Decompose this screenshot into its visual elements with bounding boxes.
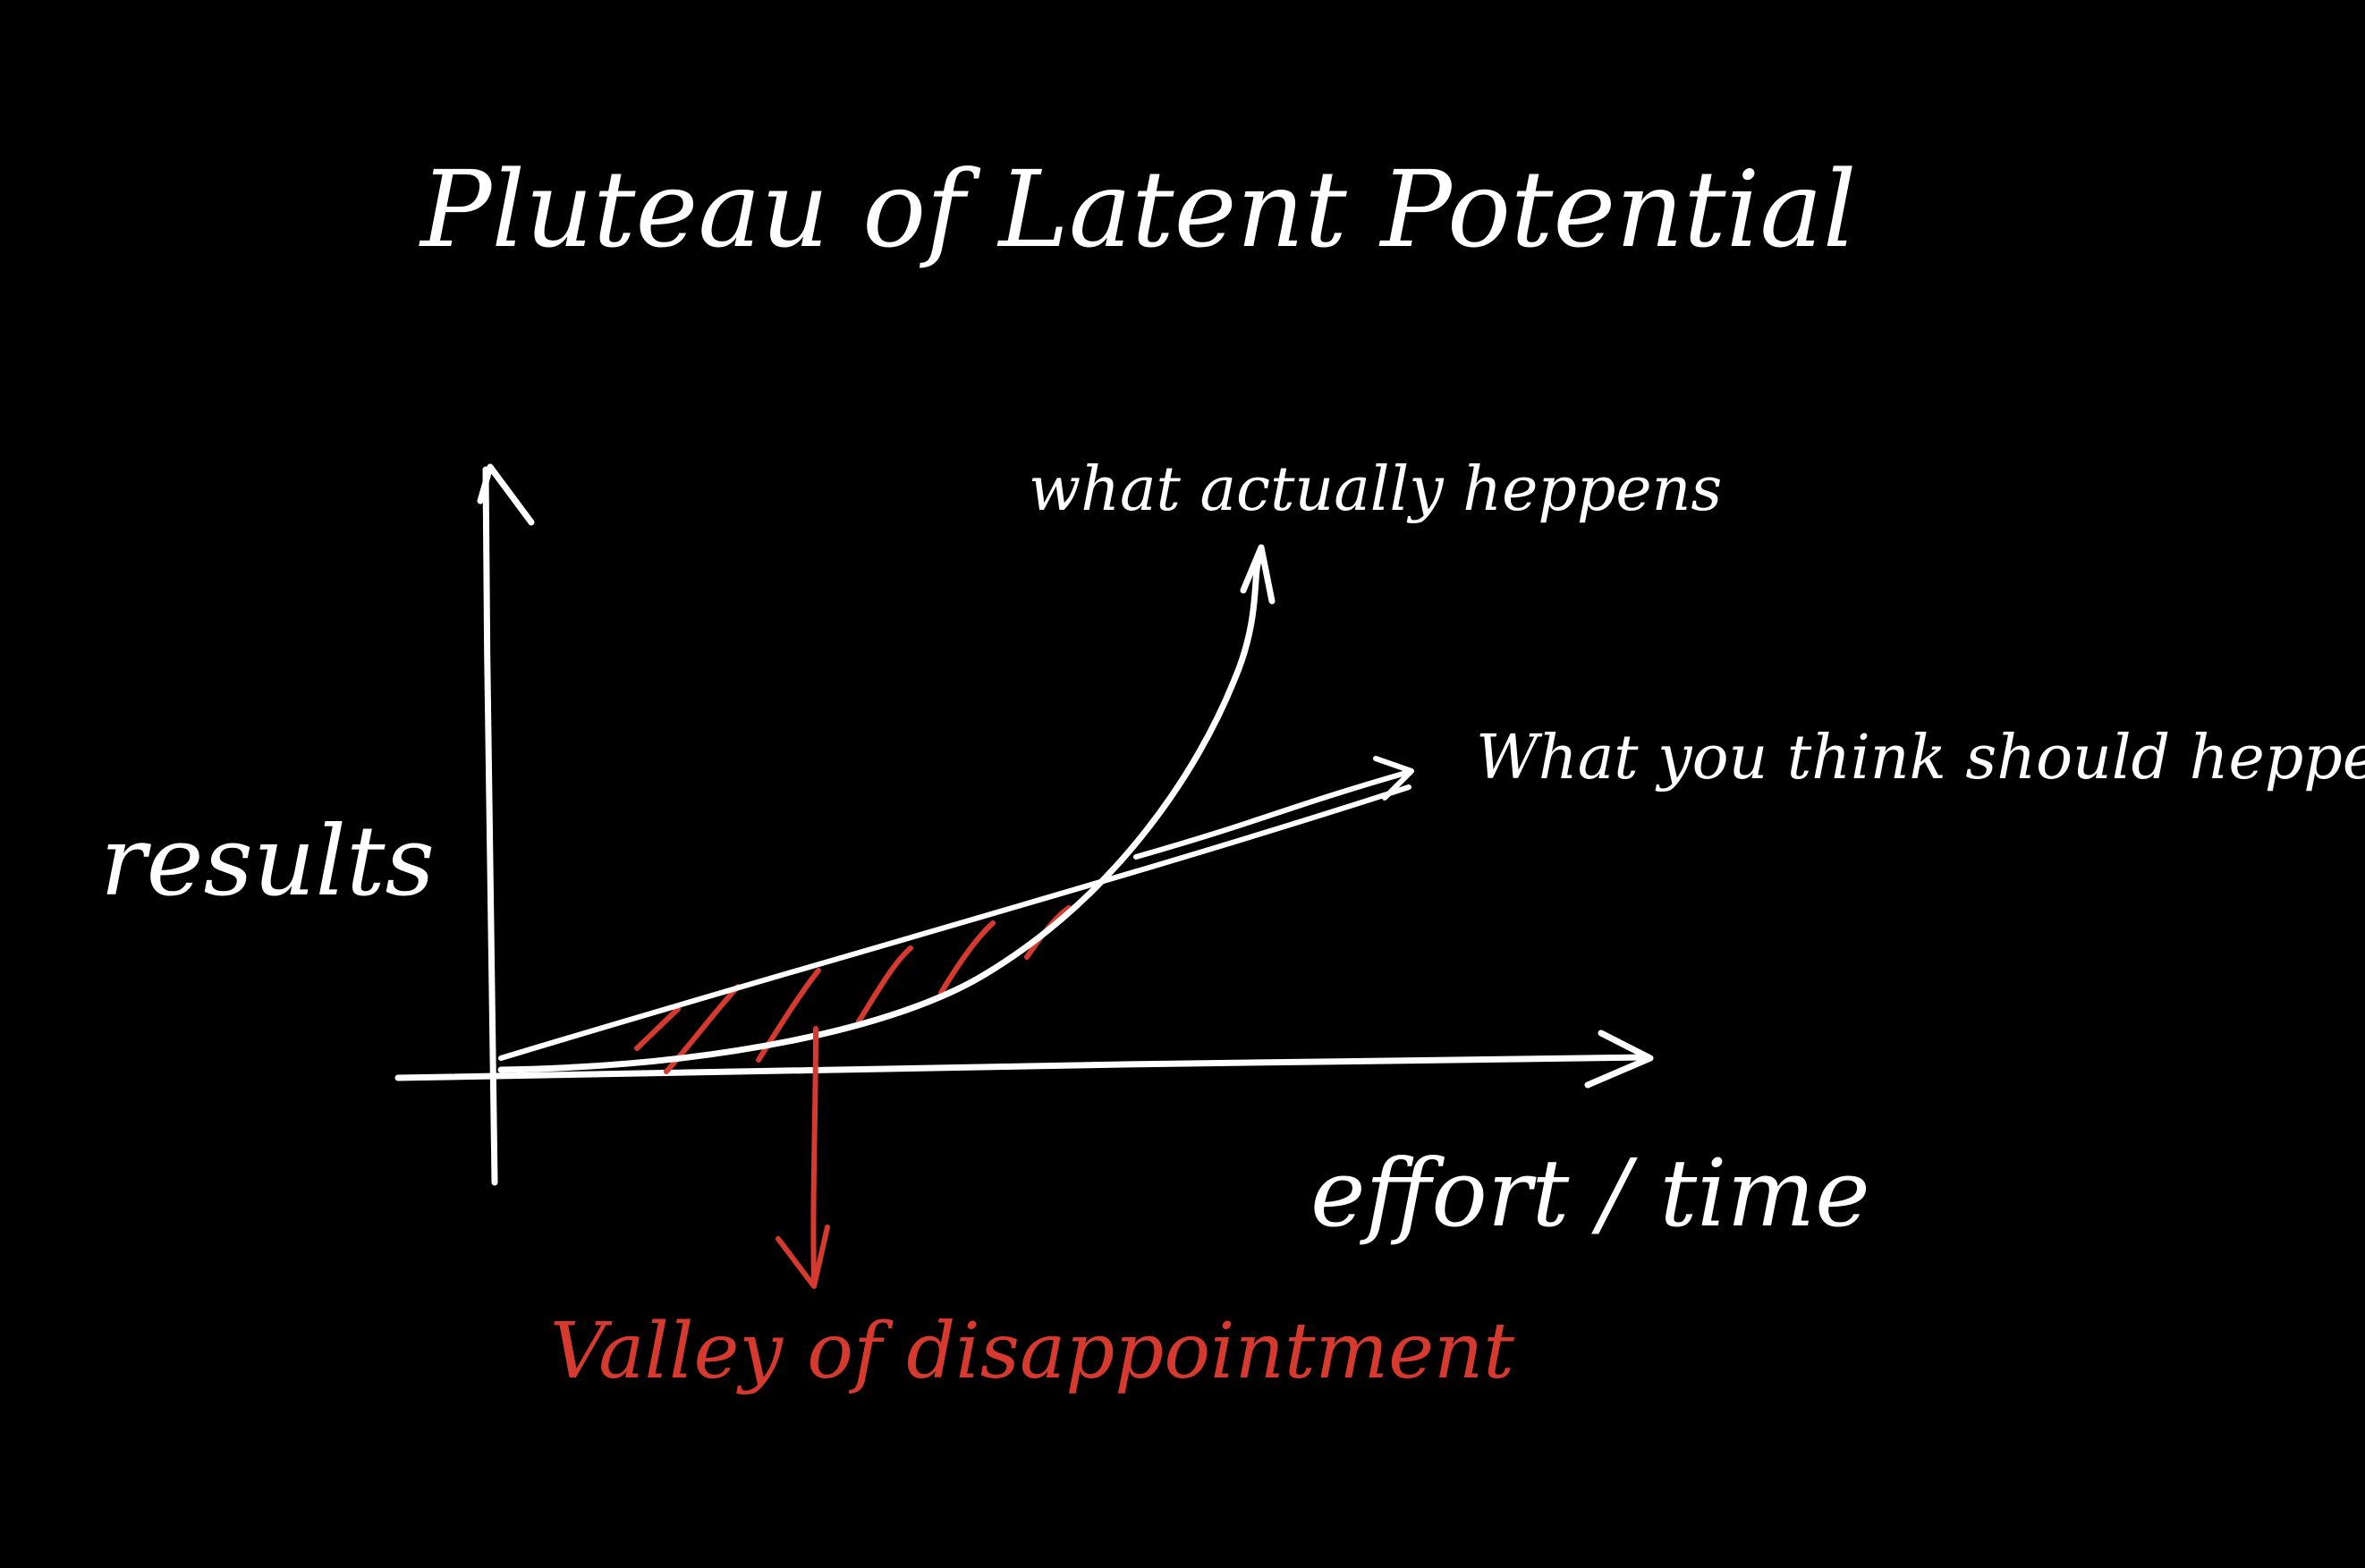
y-axis-label: results (100, 806, 435, 918)
valley-pointer (810, 1026, 818, 1286)
valley-label: Valley of disappointment (550, 1307, 1514, 1396)
expected-line (498, 784, 1411, 1061)
expected-line-extension (1133, 770, 1409, 860)
actual-curve (497, 555, 1263, 1073)
expected-label: What you think should heppen (1476, 723, 2365, 793)
actual-label: what actually heppens (1029, 454, 1722, 525)
y-axis-arrowhead (477, 463, 535, 526)
x-axis-arrowhead (1584, 1030, 1654, 1089)
valley-pointer-arrowhead (776, 1225, 830, 1289)
diagram-title: Pluteau of Latent Potential (419, 148, 1857, 271)
x-axis-label: effort / time (1310, 1139, 1870, 1248)
x-axis (394, 1054, 1651, 1081)
valley-hatching (634, 905, 1072, 1074)
y-axis (482, 466, 498, 1186)
expected-arrowhead (1373, 756, 1414, 801)
actual-arrowhead (1240, 544, 1276, 605)
